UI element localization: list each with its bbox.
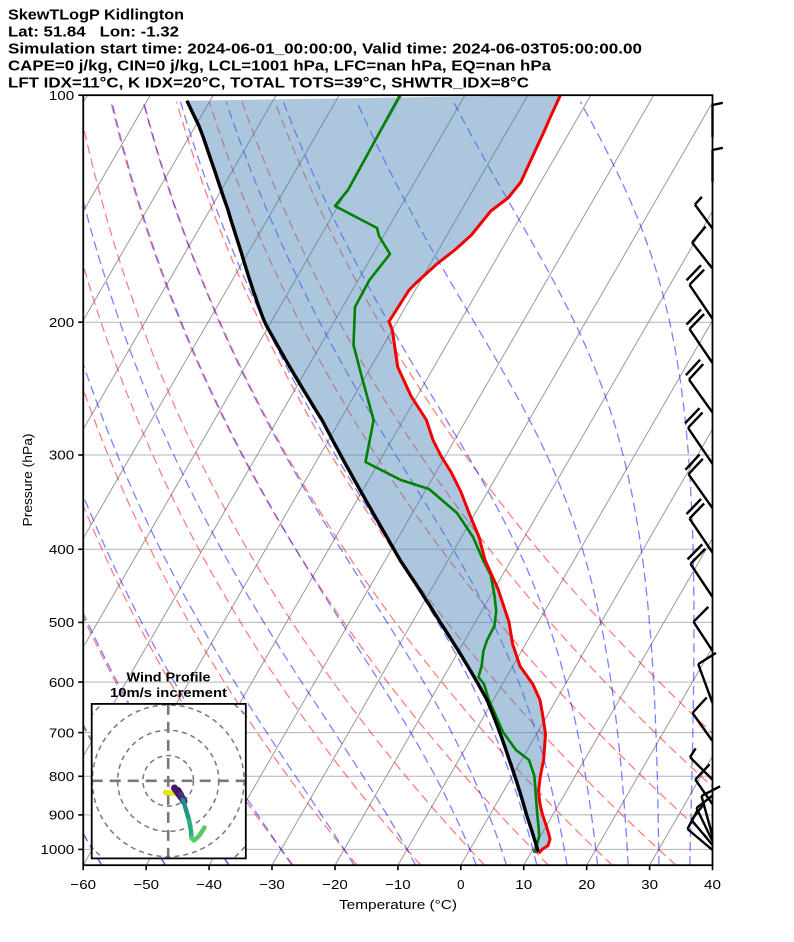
svg-text:−50: −50 [133,877,159,892]
svg-text:30: 30 [641,877,658,892]
svg-text:400: 400 [49,542,74,557]
svg-text:Pressure (hPa): Pressure (hPa) [20,434,35,527]
svg-text:900: 900 [49,808,74,823]
svg-text:LFT IDX=11°C, K IDX=20°C, TOTA: LFT IDX=11°C, K IDX=20°C, TOTAL TOTS=39°… [8,76,530,92]
svg-text:10: 10 [515,877,532,892]
svg-text:300: 300 [49,448,74,463]
svg-text:20: 20 [578,877,595,892]
svg-text:−20: −20 [322,877,348,892]
svg-text:Simulation start time: 2024-06: Simulation start time: 2024-06-01_00:00:… [8,42,642,58]
svg-text:600: 600 [49,675,74,690]
svg-text:SkewTLogP Kidlington: SkewTLogP Kidlington [8,8,184,24]
svg-text:0: 0 [457,877,464,892]
svg-text:−60: −60 [70,877,96,892]
svg-text:40: 40 [704,877,721,892]
svg-text:200: 200 [49,315,74,330]
svg-text:800: 800 [49,769,74,784]
svg-text:Lat: 51.84 Lon: -1.32: Lat: 51.84 Lon: -1.32 [8,25,179,41]
svg-text:700: 700 [49,725,74,740]
svg-text:Wind Profile: Wind Profile [127,670,211,685]
svg-text:500: 500 [49,615,74,630]
svg-text:−40: −40 [196,877,222,892]
svg-text:−10: −10 [385,877,411,892]
svg-text:1000: 1000 [40,842,74,857]
svg-text:−30: −30 [259,877,285,892]
svg-text:CAPE=0 j/kg, CIN=0 j/kg, LCL=1: CAPE=0 j/kg, CIN=0 j/kg, LCL=1001 hPa, L… [8,59,552,75]
svg-text:10m/s increment: 10m/s increment [110,685,228,700]
svg-text:Temperature (°C): Temperature (°C) [339,897,457,912]
